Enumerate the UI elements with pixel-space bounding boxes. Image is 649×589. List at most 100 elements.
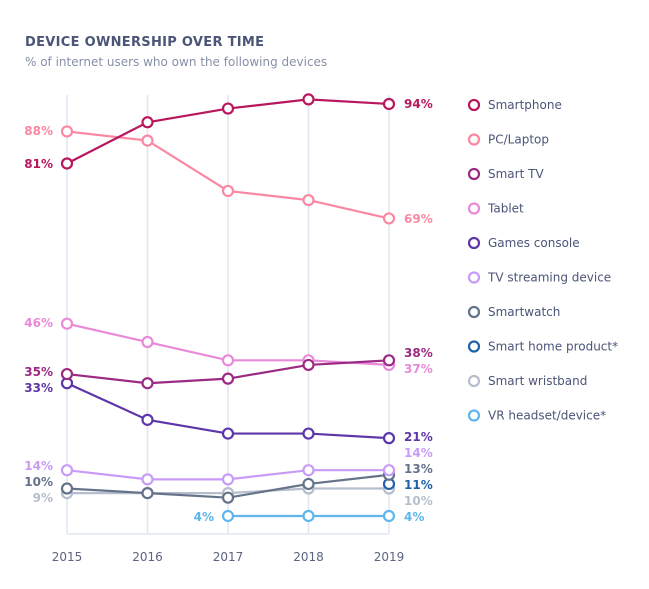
data-point	[141, 377, 154, 390]
chart-title: DEVICE OWNERSHIP OVER TIME	[25, 35, 265, 50]
series-games-console: 33% 21%	[24, 377, 433, 445]
data-point	[60, 157, 74, 170]
data-point	[382, 432, 396, 445]
legend-item: PC/Laptop	[467, 133, 549, 147]
legend-item: Games console	[467, 236, 580, 250]
start-value-label: 88%	[24, 124, 53, 138]
end-value-label: 11%	[404, 478, 433, 492]
data-point	[141, 116, 154, 129]
data-point	[221, 184, 235, 198]
series-pc-laptop: 88% 69%	[24, 124, 432, 226]
data-point	[302, 477, 315, 491]
data-point	[60, 464, 74, 477]
series-smartwatch: 10% 13%	[24, 462, 433, 504]
end-value-label: 21%	[404, 430, 433, 444]
legend-item: VR headset/device*	[467, 409, 606, 423]
legend-marker-icon	[467, 409, 481, 422]
series-smartphone: 81% 94%	[24, 93, 433, 171]
data-point	[382, 212, 396, 225]
data-point	[302, 427, 315, 440]
data-point	[221, 473, 235, 486]
data-point	[141, 486, 154, 500]
start-value-label: 14%	[24, 459, 53, 473]
legend-marker-icon	[467, 236, 481, 250]
end-value-label: 14%	[404, 446, 433, 460]
series-vr-headset-device-: 4% 4%	[194, 509, 424, 524]
data-point	[382, 354, 396, 367]
start-value-label: 10%	[24, 475, 53, 489]
legend-item: Smart TV	[467, 167, 544, 181]
legend-marker-icon	[467, 305, 481, 319]
legend-marker-icon	[467, 167, 481, 181]
data-point	[60, 317, 74, 330]
legend-marker-icon	[467, 202, 481, 215]
start-value-label: 81%	[24, 157, 53, 171]
series-tv-streaming-device: 14% 14%	[24, 446, 433, 486]
data-point	[302, 464, 315, 477]
data-point	[60, 367, 74, 381]
data-point	[141, 335, 154, 349]
legend-item: Smart home product*	[467, 340, 618, 354]
data-point	[221, 372, 235, 385]
legend-label: Smart TV	[488, 167, 544, 181]
series-smart-tv: 35% 38%	[24, 346, 433, 390]
start-value-label: 46%	[24, 316, 53, 330]
legend-item: Smartphone	[467, 98, 562, 112]
legend-marker-icon	[467, 133, 481, 146]
end-value-label: 13%	[404, 462, 433, 476]
legend-label: Smart wristband	[488, 374, 587, 388]
legend-label: Smartwatch	[488, 305, 560, 319]
legend-marker-icon	[467, 98, 481, 112]
legend-item: Smartwatch	[467, 305, 560, 319]
end-value-label: 4%	[404, 510, 424, 524]
data-point	[302, 194, 315, 207]
end-value-label: 69%	[404, 212, 433, 226]
start-value-label: 9%	[33, 491, 53, 505]
legend-label: Tablet	[487, 202, 524, 216]
data-point	[141, 473, 154, 486]
legend-label: PC/Laptop	[488, 133, 549, 147]
data-point	[141, 134, 154, 147]
x-tick-label: 2015	[52, 550, 83, 564]
start-value-label: 33%	[24, 381, 53, 395]
legend-item: Smart wristband	[467, 374, 587, 388]
legend-label: VR headset/device*	[488, 409, 606, 423]
x-tick-label: 2017	[213, 550, 244, 564]
data-point	[221, 491, 235, 504]
end-value-label: 38%	[404, 346, 433, 360]
chart-subtitle: % of internet users who own the followin…	[25, 55, 328, 69]
x-tick-label: 2019	[374, 550, 405, 564]
data-point	[302, 509, 315, 523]
data-point	[221, 509, 235, 523]
data-point	[60, 482, 74, 495]
legend-label: Smart home product*	[488, 340, 618, 354]
start-value-label: 35%	[24, 365, 53, 379]
legend-marker-icon	[467, 340, 481, 353]
legend-marker-icon	[467, 374, 481, 388]
start-value-label: 4%	[194, 510, 214, 524]
data-point	[382, 97, 396, 111]
end-value-label: 94%	[404, 97, 433, 111]
data-point	[302, 358, 315, 372]
data-point	[60, 125, 74, 138]
data-point	[382, 464, 396, 477]
legend-label: Smartphone	[488, 98, 562, 112]
x-tick-label: 2018	[293, 550, 324, 564]
data-point	[221, 427, 235, 440]
x-tick-label: 2016	[132, 550, 163, 564]
end-value-label: 37%	[404, 362, 433, 376]
legend-label: TV streaming device	[487, 271, 611, 285]
legend-item: TV streaming device	[467, 271, 611, 285]
data-point	[382, 509, 396, 523]
series-tablet: 46% 37%	[24, 316, 432, 376]
data-point	[302, 93, 315, 106]
data-point	[141, 413, 154, 426]
end-value-label: 10%	[404, 494, 433, 508]
legend-marker-icon	[467, 271, 481, 284]
data-point	[221, 354, 235, 367]
legend-item: Tablet	[467, 202, 524, 216]
legend-label: Games console	[488, 236, 580, 250]
data-point	[221, 102, 235, 115]
